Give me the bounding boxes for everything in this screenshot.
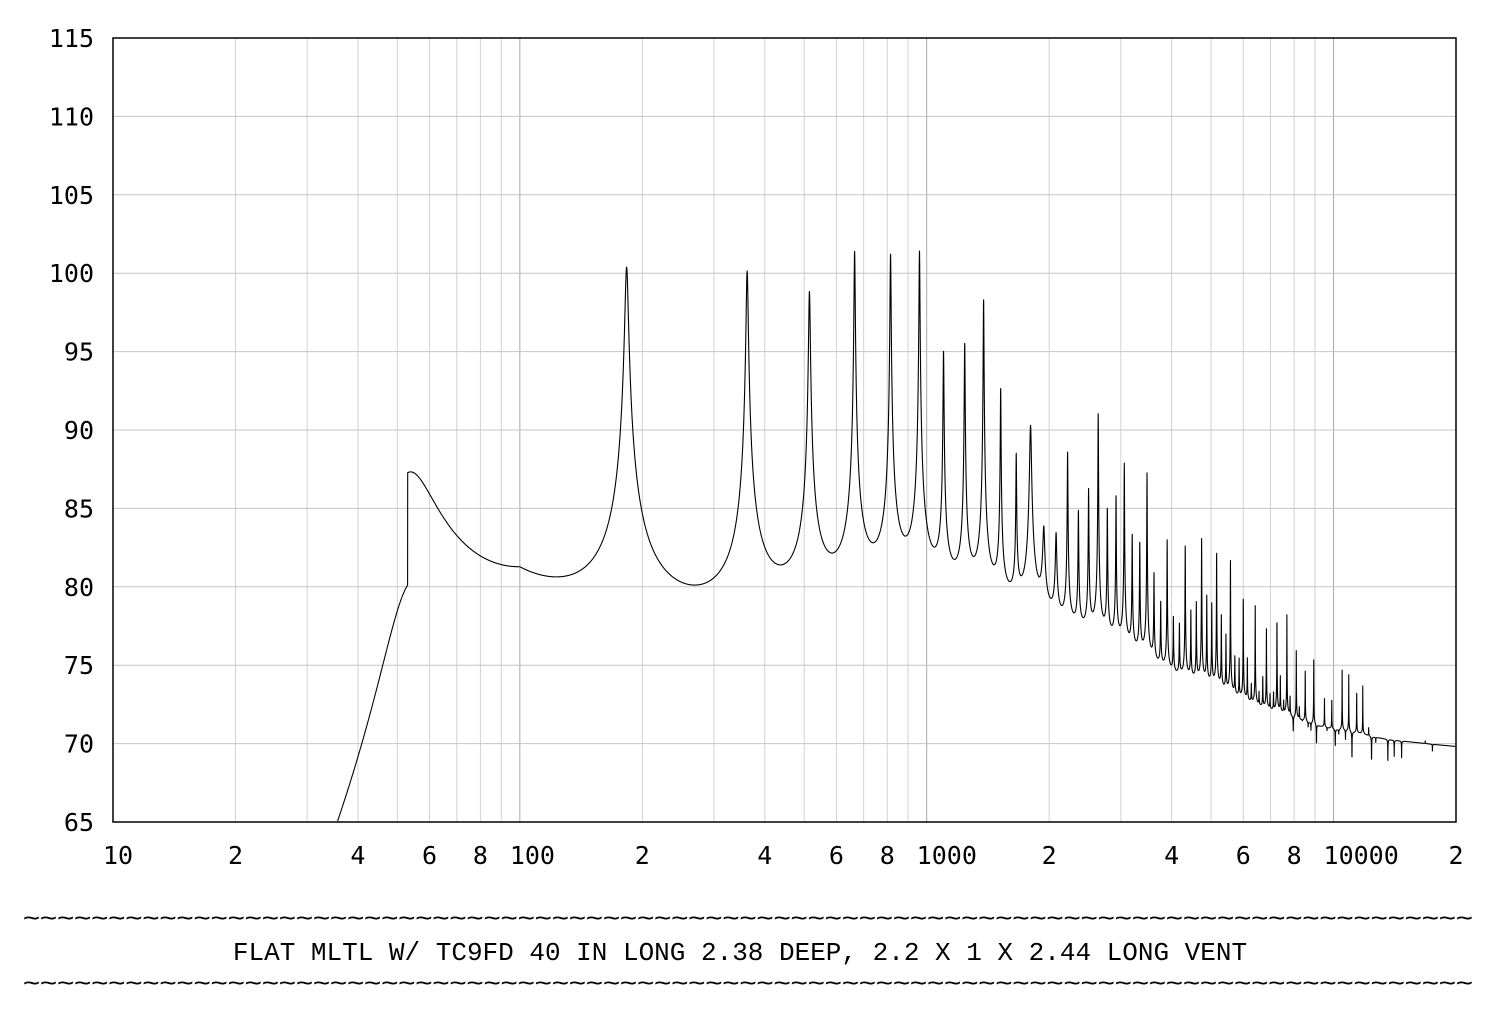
- x-tick-label: 6: [1236, 841, 1251, 870]
- y-tick-label: 110: [49, 102, 94, 131]
- y-tick-label: 100: [49, 259, 94, 288]
- y-tick-label: 90: [64, 416, 94, 445]
- x-tick-label: 8: [880, 841, 895, 870]
- response-curve: [337, 250, 1457, 822]
- plot-frame: [112, 37, 1457, 823]
- x-tick-label: 4: [757, 841, 772, 870]
- x-tick-label: 2: [1042, 841, 1057, 870]
- x-tick-label: 8: [1287, 841, 1302, 870]
- title-rule-top: ~~~~~~~~~~~~~~~~~~~~~~~~~~~~~~~~~~~~~~~~…: [23, 906, 1473, 931]
- x-tick-label: 8: [473, 841, 488, 870]
- x-tick-label: 4: [350, 841, 365, 870]
- y-tick-label: 75: [64, 651, 94, 680]
- x-tick-label: 4: [1164, 841, 1179, 870]
- curve-layer: [337, 250, 1457, 822]
- x-tick-label: 6: [829, 841, 844, 870]
- y-tick-label: 105: [49, 181, 94, 210]
- x-tick-label: 2: [1448, 841, 1463, 870]
- y-tick-label: 80: [64, 573, 94, 602]
- grid: [113, 38, 1456, 822]
- x-tick-label: 100: [510, 841, 555, 870]
- x-tick-label: 2: [228, 841, 243, 870]
- y-tick-label: 65: [64, 808, 94, 837]
- x-tick-label: 10000: [1324, 841, 1399, 870]
- x-tick-label: 1000: [917, 841, 977, 870]
- y-tick-label: 95: [64, 338, 94, 367]
- chart-title: FLAT MLTL W/ TC9FD 40 IN LONG 2.38 DEEP,…: [233, 938, 1247, 968]
- title-rule-bottom: ~~~~~~~~~~~~~~~~~~~~~~~~~~~~~~~~~~~~~~~~…: [23, 971, 1473, 996]
- y-tick-label: 115: [49, 24, 94, 53]
- y-tick-label: 70: [64, 730, 94, 759]
- x-tick-label: 2: [635, 841, 650, 870]
- y-tick-label: 85: [64, 494, 94, 523]
- y-axis-ticks: 65 70 75 80 85 90 95 100 105 110 115: [49, 24, 94, 837]
- x-axis-ticks: 10 2 4 6 8 100 2 4 6 8 1000 2 4 6 8 10000 2: [103, 841, 1464, 870]
- x-tick-label: 6: [422, 841, 437, 870]
- x-tick-label: 10: [103, 841, 133, 870]
